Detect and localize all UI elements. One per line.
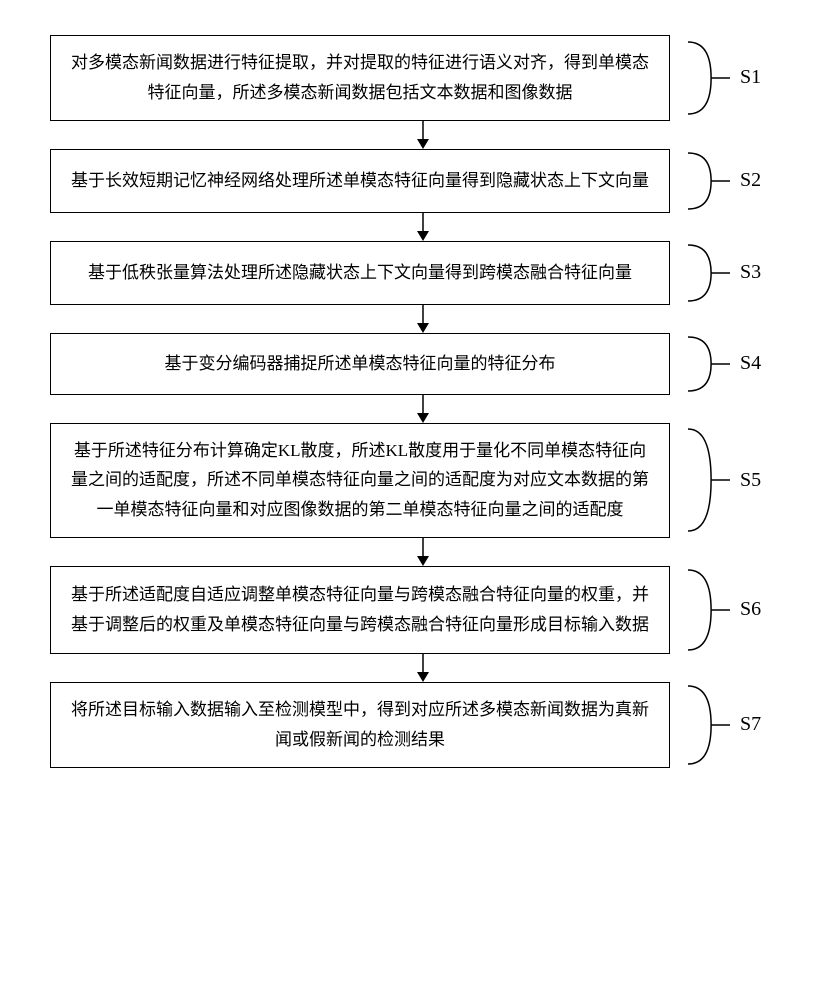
step-text: 基于变分编码器捕捉所述单模态特征向量的特征分布 [165, 349, 556, 379]
step-box: 基于变分编码器捕捉所述单模态特征向量的特征分布 [50, 333, 670, 395]
flowchart-container: 对多模态新闻数据进行特征提取，并对提取的特征进行语义对齐，得到单模态特征向量，所… [20, 35, 796, 768]
step-label: S2 [740, 169, 761, 192]
step-box: 基于所述适配度自适应调整单模态特征向量与跨模态融合特征向量的权重，并基于调整后的… [50, 566, 670, 654]
step-connector: S3 [688, 241, 761, 305]
step-connector: S5 [688, 425, 761, 535]
step-connector: S4 [688, 333, 761, 395]
arrow-down [113, 538, 733, 566]
step-box: 基于所述特征分布计算确定KL散度，所述KL散度用于量化不同单模态特征向量之间的适… [50, 423, 670, 538]
step-connector: S1 [688, 38, 761, 118]
step-text: 基于低秩张量算法处理所述隐藏状态上下文向量得到跨模态融合特征向量 [88, 258, 632, 288]
step-row: 基于低秩张量算法处理所述隐藏状态上下文向量得到跨模态融合特征向量 S3 [20, 241, 796, 305]
step-text: 基于长效短期记忆神经网络处理所述单模态特征向量得到隐藏状态上下文向量 [71, 166, 649, 196]
step-text: 基于所述适配度自适应调整单模态特征向量与跨模态融合特征向量的权重，并基于调整后的… [69, 580, 651, 640]
arrow-down [113, 395, 733, 423]
step-row: 将所述目标输入数据输入至检测模型中，得到对应所述多模态新闻数据为真新闻或假新闻的… [20, 682, 796, 768]
step-box: 基于低秩张量算法处理所述隐藏状态上下文向量得到跨模态融合特征向量 [50, 241, 670, 305]
step-row: 基于变分编码器捕捉所述单模态特征向量的特征分布 S4 [20, 333, 796, 395]
step-label: S4 [740, 352, 761, 375]
step-connector: S7 [688, 682, 761, 768]
arrow-down [113, 305, 733, 333]
step-box: 将所述目标输入数据输入至检测模型中，得到对应所述多模态新闻数据为真新闻或假新闻的… [50, 682, 670, 768]
step-row: 对多模态新闻数据进行特征提取，并对提取的特征进行语义对齐，得到单模态特征向量，所… [20, 35, 796, 121]
step-label: S7 [740, 713, 761, 736]
step-box: 基于长效短期记忆神经网络处理所述单模态特征向量得到隐藏状态上下文向量 [50, 149, 670, 213]
arrow-down [113, 213, 733, 241]
arrow-down [113, 121, 733, 149]
step-row: 基于所述适配度自适应调整单模态特征向量与跨模态融合特征向量的权重，并基于调整后的… [20, 566, 796, 654]
step-row: 基于所述特征分布计算确定KL散度，所述KL散度用于量化不同单模态特征向量之间的适… [20, 423, 796, 538]
step-label: S3 [740, 261, 761, 284]
step-row: 基于长效短期记忆神经网络处理所述单模态特征向量得到隐藏状态上下文向量 S2 [20, 149, 796, 213]
step-connector: S6 [688, 566, 761, 654]
step-box: 对多模态新闻数据进行特征提取，并对提取的特征进行语义对齐，得到单模态特征向量，所… [50, 35, 670, 121]
step-label: S6 [740, 598, 761, 621]
step-label: S5 [740, 469, 761, 492]
step-text: 将所述目标输入数据输入至检测模型中，得到对应所述多模态新闻数据为真新闻或假新闻的… [69, 695, 651, 755]
arrow-down [113, 654, 733, 682]
step-connector: S2 [688, 149, 761, 213]
step-text: 基于所述特征分布计算确定KL散度，所述KL散度用于量化不同单模态特征向量之间的适… [69, 436, 651, 525]
step-text: 对多模态新闻数据进行特征提取，并对提取的特征进行语义对齐，得到单模态特征向量，所… [69, 48, 651, 108]
step-label: S1 [740, 66, 761, 89]
